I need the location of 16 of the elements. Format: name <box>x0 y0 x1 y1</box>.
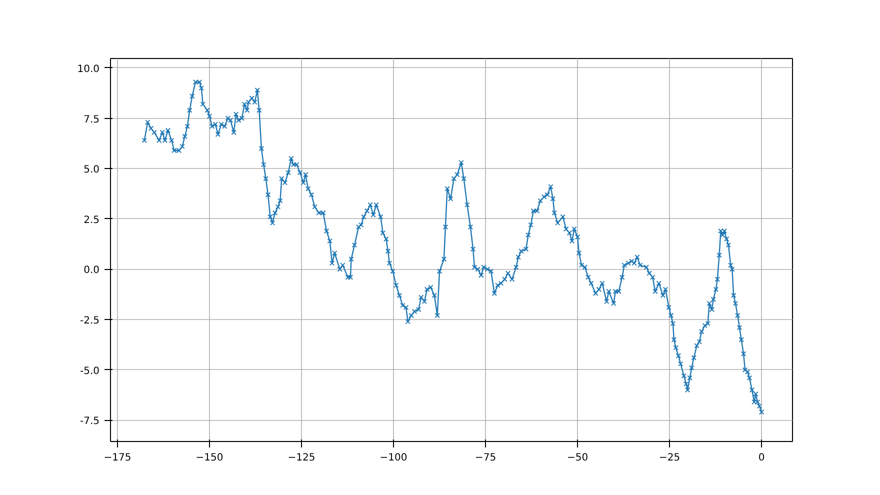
y-tick-label: 2.5 <box>84 214 100 226</box>
y-tick-label: 10.0 <box>77 64 100 75</box>
y-tick-label: -5.0 <box>80 366 100 377</box>
x-tick-label: −150 <box>196 452 224 464</box>
x-tick-label: −175 <box>104 452 132 464</box>
x-tick-label: 0 <box>758 452 765 464</box>
x-tick-label: −75 <box>474 452 496 464</box>
y-tick-label: -7.5 <box>80 416 100 428</box>
x-tick-label: −100 <box>380 452 408 464</box>
y-tick-label: 7.5 <box>84 114 100 126</box>
x-tick-label: −25 <box>659 452 680 464</box>
x-tick-label: −50 <box>567 452 588 464</box>
y-tick-label: 0.0 <box>84 265 100 276</box>
y-tick-label: -2.5 <box>80 316 100 327</box>
y-tick-label: 5.0 <box>84 164 100 176</box>
x-tick-label: −125 <box>288 452 316 464</box>
